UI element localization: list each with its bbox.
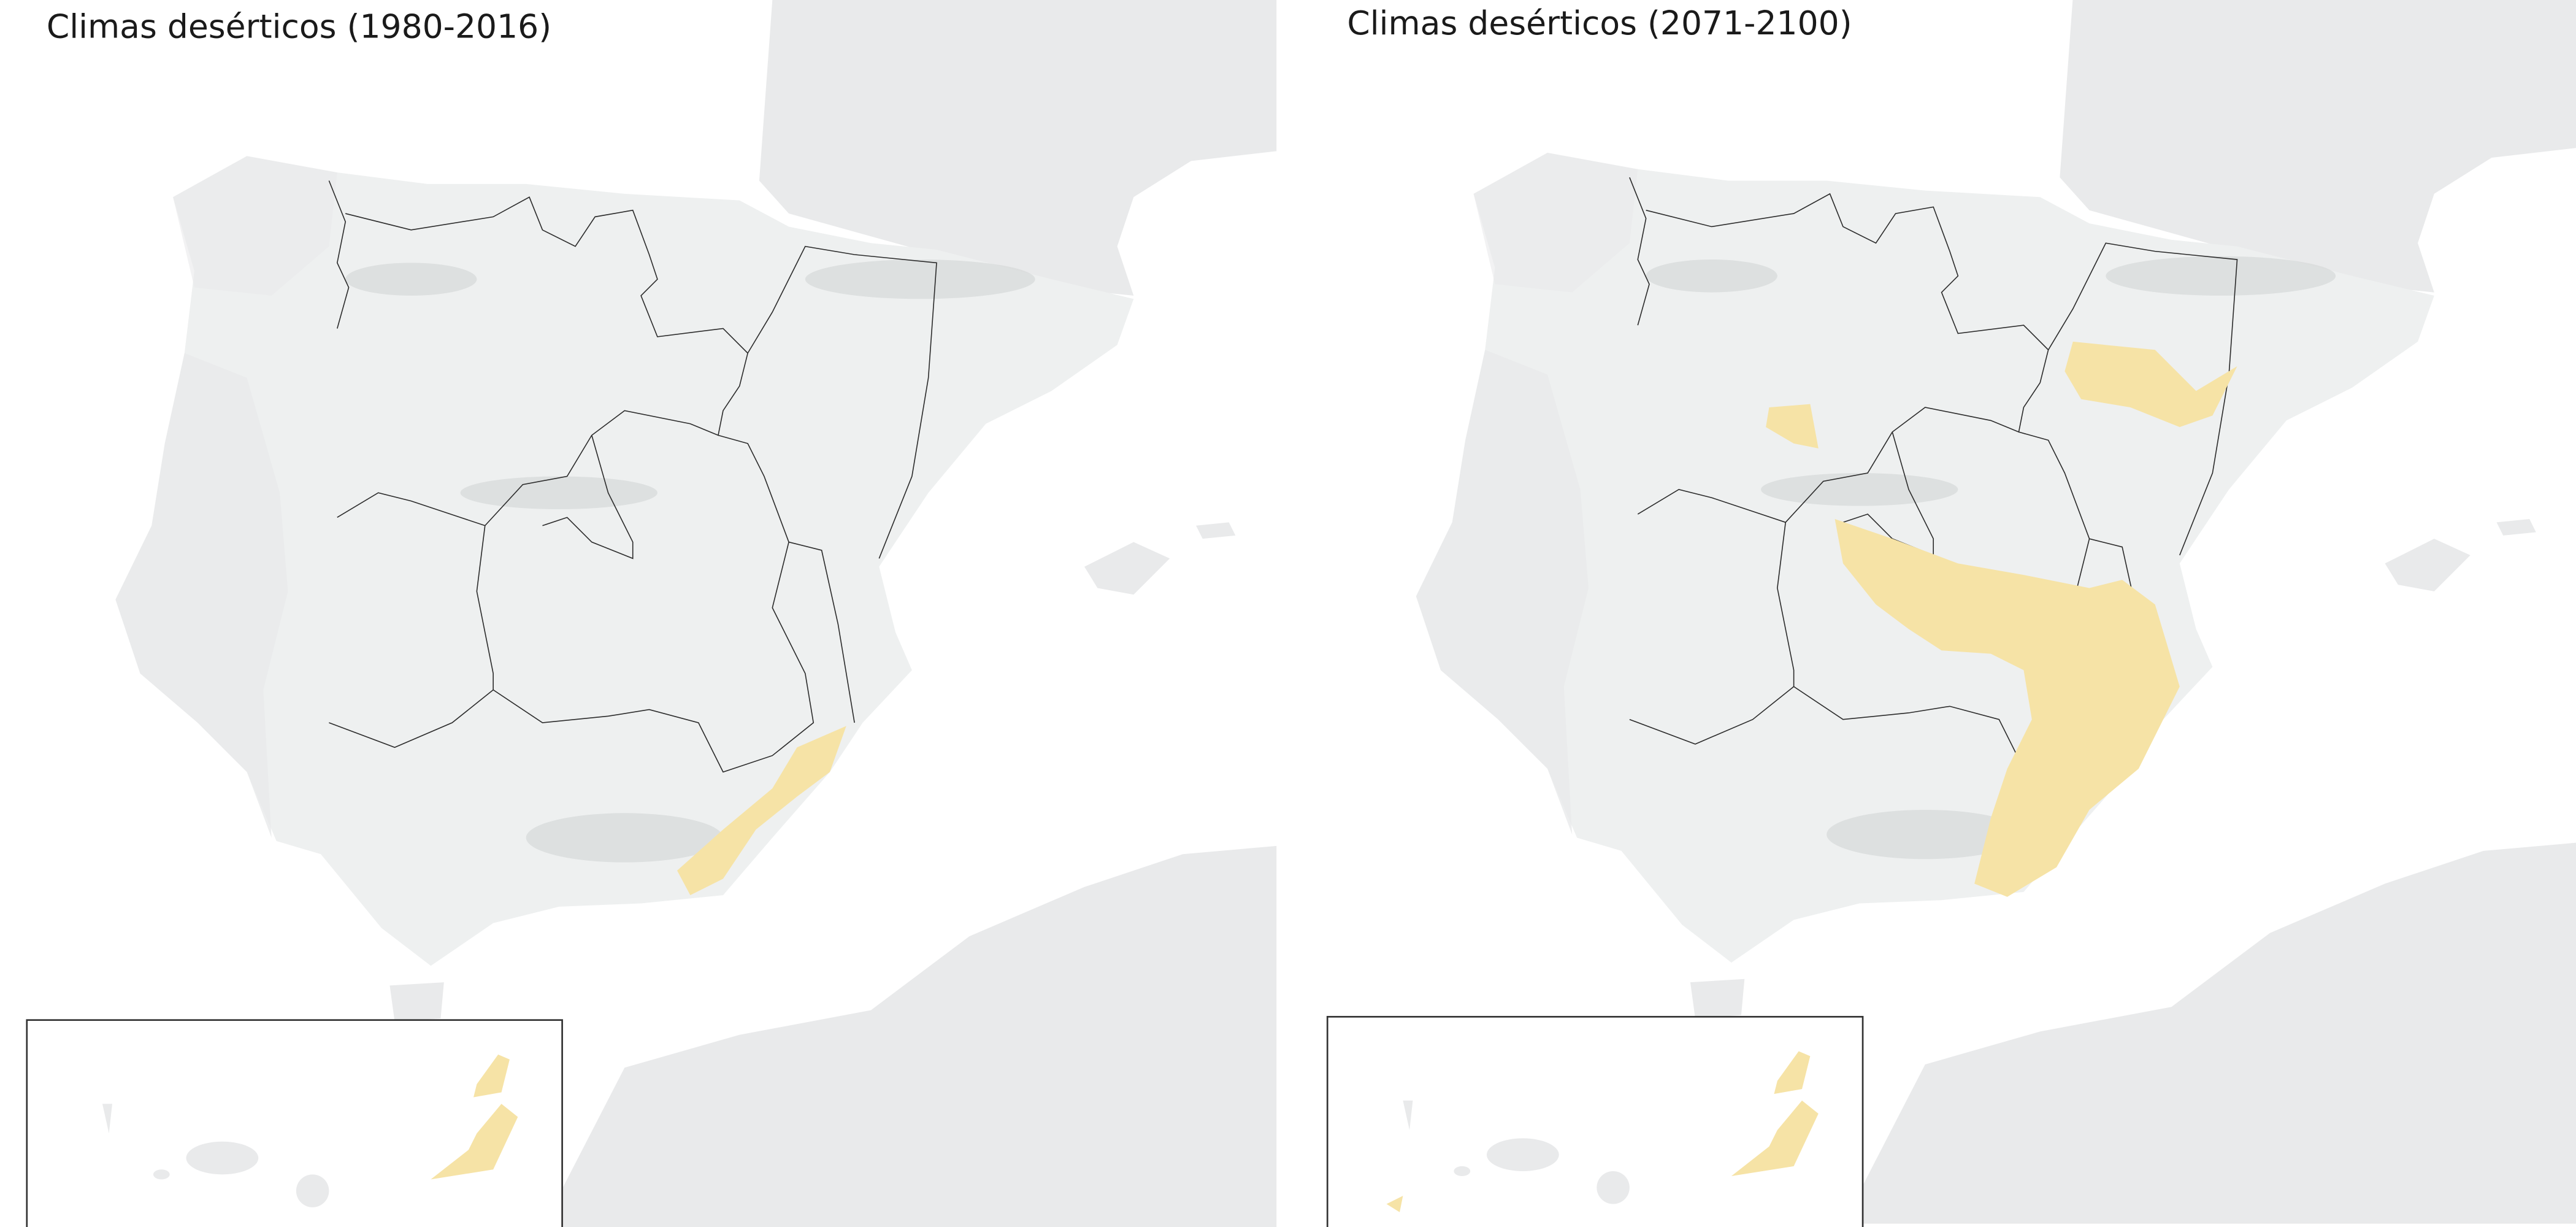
desert-area — [1766, 404, 1819, 448]
desert-area — [677, 726, 846, 896]
desert-area — [431, 1054, 518, 1180]
panel-title: Climas desérticos (1980-2016) — [47, 7, 551, 46]
panel-right: Climas desérticos (2071-2100) — [1300, 0, 2576, 1227]
panel-title: Climas desérticos (2071-2100) — [1347, 4, 1852, 42]
desert-area — [1834, 519, 2180, 897]
desert-area — [2064, 341, 2237, 428]
panel-left: Climas desérticos (1980-2016) — [0, 0, 1278, 1227]
